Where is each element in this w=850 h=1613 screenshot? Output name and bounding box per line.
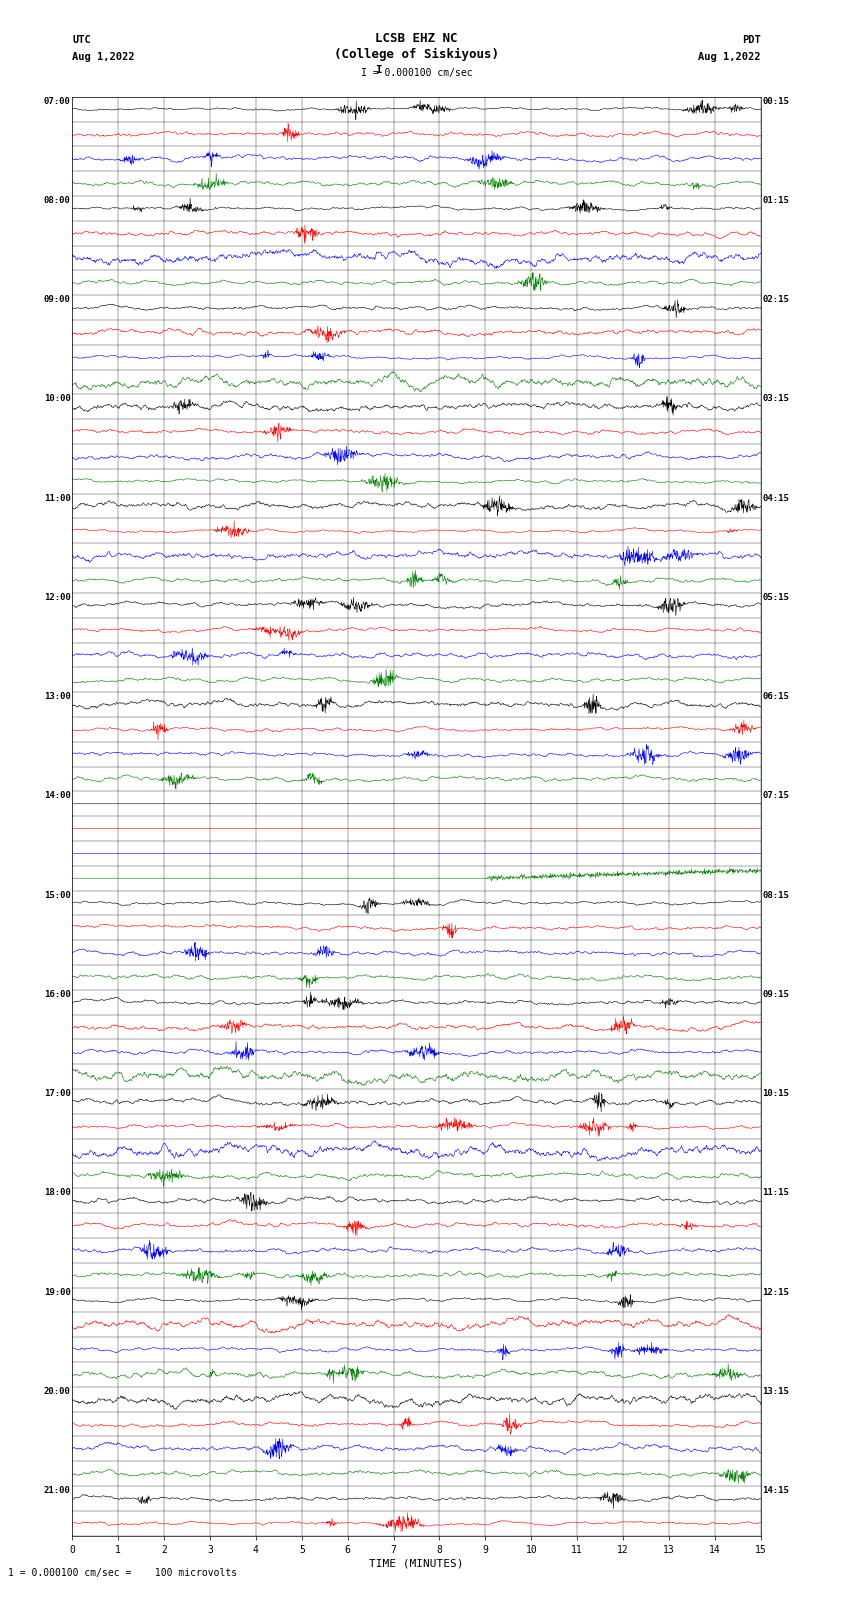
Text: 11:00: 11:00 [44, 494, 71, 503]
Text: 02:15: 02:15 [762, 295, 789, 305]
Text: (College of Siskiyous): (College of Siskiyous) [334, 48, 499, 61]
Text: 03:15: 03:15 [762, 395, 789, 403]
Text: 07:00: 07:00 [44, 97, 71, 106]
Text: 16:00: 16:00 [44, 990, 71, 998]
Text: I = 0.000100 cm/sec: I = 0.000100 cm/sec [360, 68, 473, 77]
Text: 10:00: 10:00 [44, 395, 71, 403]
Text: I: I [375, 65, 382, 76]
Text: PDT: PDT [742, 35, 761, 45]
Text: 1 = 0.000100 cm/sec =    100 microvolts: 1 = 0.000100 cm/sec = 100 microvolts [8, 1568, 238, 1578]
Text: 12:15: 12:15 [762, 1287, 789, 1297]
Text: 08:00: 08:00 [44, 197, 71, 205]
Text: 19:00: 19:00 [44, 1287, 71, 1297]
Text: 12:00: 12:00 [44, 594, 71, 602]
Text: 14:15: 14:15 [762, 1486, 789, 1495]
Text: 15:00: 15:00 [44, 890, 71, 900]
Text: Aug 1,2022: Aug 1,2022 [698, 52, 761, 61]
Text: 08:15: 08:15 [762, 890, 789, 900]
Text: 05:15: 05:15 [762, 594, 789, 602]
Text: 09:00: 09:00 [44, 295, 71, 305]
Text: 14:00: 14:00 [44, 792, 71, 800]
X-axis label: TIME (MINUTES): TIME (MINUTES) [369, 1558, 464, 1569]
Text: 10:15: 10:15 [762, 1089, 789, 1098]
Text: UTC: UTC [72, 35, 91, 45]
Text: 13:15: 13:15 [762, 1387, 789, 1395]
Text: 11:15: 11:15 [762, 1189, 789, 1197]
Text: LCSB EHZ NC: LCSB EHZ NC [375, 32, 458, 45]
Text: 09:15: 09:15 [762, 990, 789, 998]
Text: 17:00: 17:00 [44, 1089, 71, 1098]
Text: 18:00: 18:00 [44, 1189, 71, 1197]
Text: 13:00: 13:00 [44, 692, 71, 702]
Text: 07:15: 07:15 [762, 792, 789, 800]
Text: Aug 1,2022: Aug 1,2022 [72, 52, 135, 61]
Text: 21:00: 21:00 [44, 1486, 71, 1495]
Text: 01:15: 01:15 [762, 197, 789, 205]
Text: 06:15: 06:15 [762, 692, 789, 702]
Text: 20:00: 20:00 [44, 1387, 71, 1395]
Text: 04:15: 04:15 [762, 494, 789, 503]
Text: 00:15: 00:15 [762, 97, 789, 106]
